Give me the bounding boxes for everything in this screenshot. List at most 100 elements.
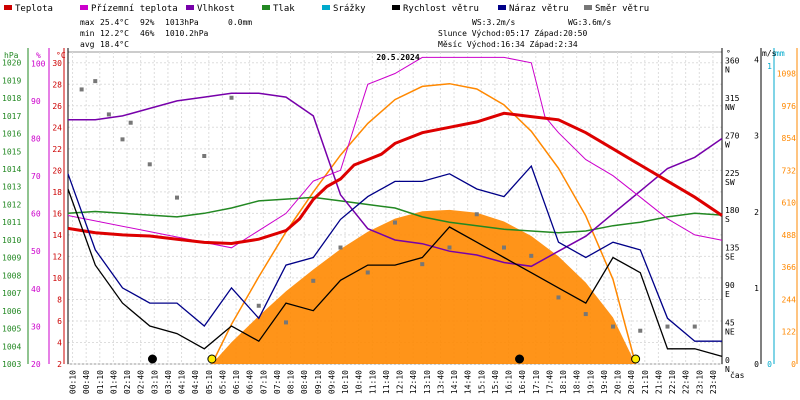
rain-tick-label: 1 bbox=[767, 62, 772, 71]
axis-wind-title: m/s bbox=[762, 49, 777, 58]
wind-tick-label: 4 bbox=[754, 56, 759, 65]
x-tick-label: 06:10 bbox=[232, 370, 241, 394]
wind-direction-point bbox=[583, 312, 588, 317]
x-tick-label: 21:40 bbox=[654, 370, 663, 394]
direction-tick-value: 0 bbox=[725, 356, 730, 365]
solar-area bbox=[211, 209, 636, 364]
x-tick-label: 09:40 bbox=[327, 370, 336, 394]
pressure-tick-label: 1007 bbox=[2, 289, 21, 298]
wind-direction-point bbox=[147, 162, 152, 167]
x-tick-label: 05:10 bbox=[205, 370, 214, 394]
pressure-tick-label: 1010 bbox=[2, 236, 21, 245]
x-tick-label: 05:40 bbox=[218, 370, 227, 394]
wind-direction-point bbox=[365, 270, 370, 275]
direction-tick-label: SW bbox=[725, 178, 735, 187]
wind-direction-point bbox=[393, 220, 397, 225]
wind-direction-point bbox=[420, 262, 425, 267]
direction-tick-label: S bbox=[725, 215, 730, 224]
axis-pressure-title: hPa bbox=[4, 51, 19, 60]
stat-min-temp: 12.2°C bbox=[100, 29, 129, 38]
humidity-tick-label: 30 bbox=[31, 322, 41, 331]
humidity-tick-label: 70 bbox=[31, 172, 41, 181]
stat-max-label: max bbox=[80, 18, 95, 27]
x-tick-label: 17:40 bbox=[545, 370, 554, 394]
legend-swatch bbox=[584, 5, 592, 10]
solar-tick-label: 122 bbox=[782, 328, 797, 337]
solar-tick-label: 0 bbox=[791, 360, 796, 369]
temperature-line bbox=[67, 111, 723, 246]
pressure-line bbox=[67, 196, 723, 234]
direction-tick-label: N bbox=[725, 65, 730, 74]
stat-min-hum: 46% bbox=[140, 29, 155, 38]
direction-tick-value: 225 bbox=[725, 169, 740, 178]
moon-mark bbox=[515, 354, 525, 364]
x-tick-label: 04:40 bbox=[191, 370, 200, 394]
axis-temperature-title: °C bbox=[56, 51, 66, 60]
x-tick-label: 02:40 bbox=[137, 370, 146, 394]
temperature-tick-label: 6 bbox=[57, 317, 62, 326]
legend-label: Tlak bbox=[273, 4, 295, 14]
wind-direction-point bbox=[529, 253, 534, 258]
solar-tick-label: 854 bbox=[782, 134, 797, 143]
stat-ws: WS:3.2m/s bbox=[472, 18, 516, 27]
temperature-tick-label: 26 bbox=[52, 102, 62, 111]
pressure-tick-label: 1005 bbox=[2, 325, 21, 334]
temperature-tick-label: 30 bbox=[52, 59, 62, 68]
direction-tick-value: 45 bbox=[725, 319, 735, 328]
wind-direction-point bbox=[447, 245, 452, 250]
legend-label: Náraz větru bbox=[509, 4, 569, 14]
sun-curve bbox=[211, 82, 637, 365]
pressure-tick-label: 1012 bbox=[2, 200, 21, 209]
direction-tick-label: NE bbox=[725, 328, 735, 337]
legend-swatch bbox=[186, 5, 194, 10]
humidity-tick-label: 100 bbox=[31, 59, 46, 68]
pressure-tick-label: 1018 bbox=[2, 94, 21, 103]
x-tick-label: 16:40 bbox=[518, 370, 527, 394]
wind-direction-point bbox=[79, 87, 84, 92]
wind-direction-point bbox=[474, 212, 479, 217]
direction-tick-value: 270 bbox=[725, 131, 740, 140]
x-tick-label: 09:10 bbox=[314, 370, 323, 394]
stat-max-temp: 25.4°C bbox=[100, 18, 129, 27]
wind-tick-label: 2 bbox=[754, 208, 759, 217]
legend-swatch bbox=[498, 5, 506, 10]
pressure-tick-label: 1011 bbox=[2, 218, 21, 227]
x-tick-label: 12:40 bbox=[409, 370, 418, 394]
axis-direction-title: ° bbox=[726, 49, 731, 58]
x-tick-label: 22:40 bbox=[682, 370, 691, 394]
wind-direction-point bbox=[284, 320, 288, 325]
direction-tick-value: 180 bbox=[725, 206, 740, 215]
stat-avg-temp: 18.4°C bbox=[100, 40, 129, 49]
wind-gust-line bbox=[67, 164, 722, 342]
wind-direction-point bbox=[638, 328, 643, 333]
x-tick-label: 10:40 bbox=[355, 370, 364, 394]
solar-tick-label: 366 bbox=[782, 263, 797, 272]
x-tick-label: 18:10 bbox=[559, 370, 568, 394]
stat-max-hum: 92% bbox=[140, 18, 155, 27]
humidity-tick-label: 50 bbox=[31, 247, 41, 256]
x-tick-label: 13:40 bbox=[436, 370, 445, 394]
x-tick-label: 01:40 bbox=[109, 370, 118, 394]
pressure-tick-label: 1008 bbox=[2, 271, 21, 280]
pressure-tick-label: 1014 bbox=[2, 165, 21, 174]
solar-tick-label: 244 bbox=[782, 295, 797, 304]
wind-direction-point bbox=[611, 324, 615, 329]
stat-max-press: 1013hPa bbox=[165, 18, 199, 27]
x-tick-label: 15:10 bbox=[477, 370, 486, 394]
moon-mark bbox=[147, 354, 157, 364]
legend-label: Směr větru bbox=[595, 4, 649, 14]
x-tick-label: 19:10 bbox=[586, 370, 595, 394]
temperature-tick-label: 20 bbox=[52, 166, 62, 175]
direction-tick-label: SE bbox=[725, 253, 735, 262]
temperature-tick-label: 10 bbox=[52, 274, 62, 283]
wind-direction-point bbox=[556, 295, 561, 300]
x-tick-label: 06:40 bbox=[246, 370, 255, 394]
direction-tick-label: W bbox=[725, 140, 730, 149]
humidity-tick-label: 60 bbox=[31, 210, 41, 219]
wind-direction-point bbox=[256, 303, 261, 308]
legend-swatch bbox=[4, 5, 12, 10]
pressure-tick-label: 1015 bbox=[2, 147, 21, 156]
pressure-tick-label: 1006 bbox=[2, 307, 21, 316]
x-tick-label: 10:10 bbox=[341, 370, 350, 394]
